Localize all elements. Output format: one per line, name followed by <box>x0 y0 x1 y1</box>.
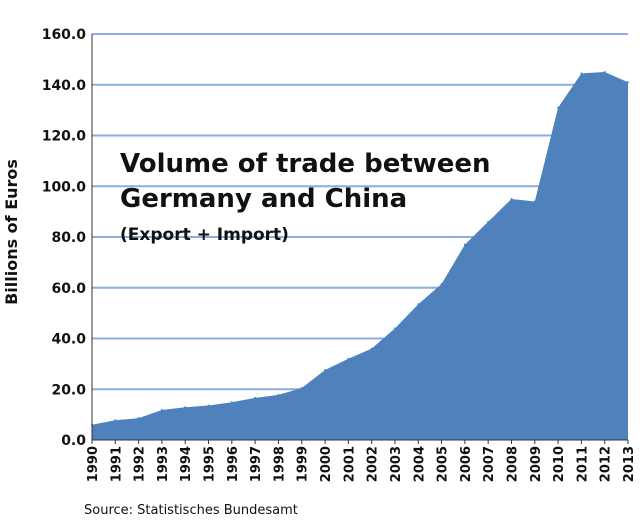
x-tick-label: 2003 <box>389 446 404 482</box>
x-tick-label: 1990 <box>86 446 101 482</box>
x-tick-label: 2006 <box>459 446 474 482</box>
data-point-1999 <box>300 386 303 389</box>
data-point-2003 <box>393 327 396 330</box>
data-point-2007 <box>487 220 490 223</box>
x-tick-label: 1999 <box>296 446 311 482</box>
x-tick-label: 2008 <box>505 446 520 482</box>
x-tick-label: 2011 <box>575 446 590 482</box>
y-tick-label: 0.0 <box>61 433 86 449</box>
source-note: Source: Statistisches Bundesamt <box>84 503 298 518</box>
chart-title: Volume of trade between <box>120 149 491 179</box>
data-point-1994 <box>184 406 187 409</box>
data-point-2005 <box>440 282 443 285</box>
data-point-2002 <box>370 347 373 350</box>
y-tick-label: 20.0 <box>51 382 86 398</box>
data-point-2006 <box>463 243 466 246</box>
x-tick-label: 2002 <box>366 446 381 482</box>
y-axis-label: Billions of Euros <box>2 159 21 305</box>
y-tick-label: 100.0 <box>42 179 87 195</box>
data-point-1993 <box>160 409 163 412</box>
x-tick-label: 2013 <box>622 446 637 482</box>
data-point-1998 <box>277 393 280 396</box>
y-tick-label: 60.0 <box>51 281 86 297</box>
data-point-2012 <box>603 71 606 74</box>
data-point-1996 <box>230 401 233 404</box>
x-tick-label: 1998 <box>272 446 287 482</box>
chart-title-line2: Germany and China <box>120 184 407 214</box>
y-tick-label: 140.0 <box>42 78 87 94</box>
x-tick-label: 1993 <box>156 446 171 482</box>
x-tick-label: 2000 <box>319 446 334 482</box>
data-point-2010 <box>557 106 560 109</box>
x-tick-label: 1997 <box>249 446 264 482</box>
x-tick-label: 2007 <box>482 446 497 482</box>
data-point-2011 <box>580 72 583 75</box>
x-tick-label: 1995 <box>203 446 218 482</box>
grid <box>92 33 628 391</box>
x-tick-label: 1996 <box>226 446 241 482</box>
y-tick-label: 40.0 <box>51 332 86 348</box>
x-tick-label: 1994 <box>179 446 194 482</box>
y-tick-label: 120.0 <box>42 129 87 145</box>
data-point-1995 <box>207 404 210 407</box>
x-tick-label: 1992 <box>133 446 148 482</box>
data-point-1992 <box>137 417 140 420</box>
x-tick-labels: 1990 1991 1992 1993 1994 1995 1996 1997 1998 1999… <box>86 440 637 482</box>
chart-subtitle: (Export + Import) <box>120 225 289 245</box>
data-point-1997 <box>254 396 257 399</box>
x-tick-label: 2001 <box>342 446 357 482</box>
data-point-2009 <box>533 200 536 203</box>
data-point-2001 <box>347 357 350 360</box>
x-tick-label: 2012 <box>599 446 614 482</box>
x-tick-label: 2004 <box>412 446 427 482</box>
data-point-2008 <box>510 197 513 200</box>
y-tick-label: 160.0 <box>42 27 87 43</box>
x-tick-label: 2010 <box>552 446 567 482</box>
x-tick-label: 2005 <box>436 446 451 482</box>
y-tick-labels: 0.0 20.0 40.0 60.0 80.0 100.0 120.0 140.0 160.0 <box>42 27 87 449</box>
data-point-2004 <box>417 303 420 306</box>
x-tick-label: 1991 <box>109 446 124 482</box>
axes <box>91 34 628 441</box>
y-tick-label: 80.0 <box>51 230 86 246</box>
area-series <box>91 71 629 440</box>
trade-volume-area <box>92 72 628 440</box>
x-tick-label: 2009 <box>529 446 544 482</box>
data-point-2013 <box>627 81 629 84</box>
data-point-2000 <box>324 368 327 371</box>
data-point-1991 <box>114 419 117 422</box>
